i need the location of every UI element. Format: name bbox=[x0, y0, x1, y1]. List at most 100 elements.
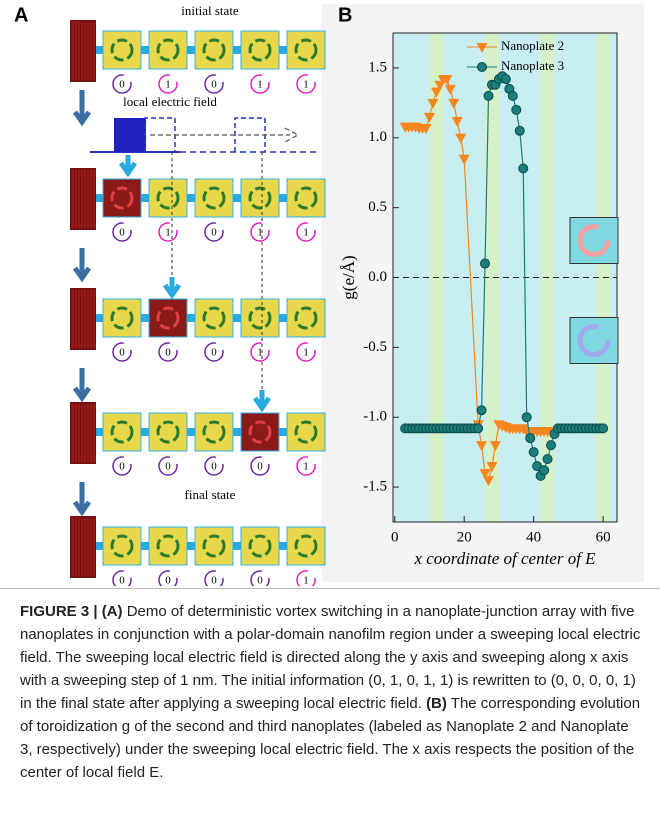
caption: FIGURE 3 | (A) Demo of deterministic vor… bbox=[20, 600, 644, 784]
nanoplate bbox=[287, 179, 325, 217]
data-point bbox=[519, 164, 528, 173]
polar-domain bbox=[70, 20, 96, 82]
x-tick-label: 40 bbox=[526, 529, 541, 545]
step-arrow bbox=[75, 482, 89, 512]
legend-label: Nanoplate 2 bbox=[501, 38, 564, 53]
nanoplate bbox=[103, 179, 141, 217]
panel-label: A bbox=[14, 4, 28, 26]
state-label: initial state bbox=[181, 3, 239, 18]
data-point bbox=[484, 91, 493, 100]
nanoplate bbox=[195, 299, 233, 337]
page: A B 0101101011000110000100001initial sta… bbox=[0, 0, 660, 839]
data-point bbox=[501, 75, 510, 84]
polar-domain bbox=[70, 288, 96, 350]
polar-domain bbox=[70, 402, 96, 464]
x-tick-label: 60 bbox=[596, 529, 611, 545]
panel-label: B bbox=[338, 4, 352, 26]
x-axis-label: x coordinate of center of E bbox=[413, 549, 596, 568]
step-arrow bbox=[75, 90, 89, 122]
bit-label: 0 bbox=[119, 461, 125, 473]
data-point bbox=[543, 455, 552, 464]
bit-label: 0 bbox=[165, 347, 171, 359]
y-tick-label: 0.0 bbox=[368, 269, 387, 285]
polar-domain bbox=[70, 168, 96, 230]
y-tick-label: 0.5 bbox=[368, 199, 387, 215]
bit-label: 1 bbox=[303, 227, 309, 239]
bit-label: 0 bbox=[119, 575, 125, 586]
bit-label: 0 bbox=[211, 347, 217, 359]
field-label: local electric field bbox=[123, 94, 217, 109]
bit-label: 0 bbox=[119, 79, 125, 91]
data-point bbox=[477, 406, 486, 415]
data-point bbox=[599, 424, 608, 433]
bit-label: 0 bbox=[257, 575, 263, 586]
nanoplate bbox=[149, 31, 187, 69]
data-point bbox=[526, 434, 535, 443]
data-point bbox=[512, 105, 521, 114]
caption-text: (B) bbox=[426, 695, 447, 712]
nanoplate bbox=[287, 413, 325, 451]
y-axis-label: g(e/Å) bbox=[339, 255, 358, 299]
field-arrow bbox=[165, 277, 179, 295]
bit-label: 0 bbox=[257, 461, 263, 473]
caption-text: FIGURE 3 | (A) bbox=[20, 603, 123, 620]
data-point bbox=[540, 466, 549, 475]
nanoplate bbox=[195, 527, 233, 565]
data-point bbox=[508, 91, 517, 100]
bit-label: 1 bbox=[165, 227, 171, 239]
nanoplate bbox=[103, 299, 141, 337]
bit-label: 0 bbox=[211, 227, 217, 239]
divider bbox=[0, 588, 660, 589]
bit-label: 0 bbox=[211, 79, 217, 91]
step-arrow bbox=[75, 248, 89, 278]
nanoplate bbox=[149, 527, 187, 565]
state-label: final state bbox=[185, 487, 236, 502]
nanoplate bbox=[287, 527, 325, 565]
bit-label: 1 bbox=[303, 575, 309, 586]
bit-label: 0 bbox=[119, 227, 125, 239]
bit-label: 1 bbox=[303, 461, 309, 473]
nanoplate bbox=[149, 179, 187, 217]
data-point bbox=[474, 424, 483, 433]
bit-label: 1 bbox=[303, 79, 309, 91]
nanoplate bbox=[241, 527, 279, 565]
data-point bbox=[529, 448, 538, 457]
nanoplate bbox=[103, 527, 141, 565]
bit-label: 1 bbox=[165, 79, 171, 91]
nanoplate bbox=[103, 31, 141, 69]
bit-label: 0 bbox=[211, 461, 217, 473]
bit-label: 0 bbox=[211, 575, 217, 586]
field-arrow bbox=[121, 155, 135, 173]
data-point bbox=[522, 413, 531, 422]
bit-label: 0 bbox=[165, 461, 171, 473]
y-tick-label: -0.5 bbox=[363, 339, 387, 355]
nanoplate bbox=[241, 179, 279, 217]
nanoplate bbox=[287, 299, 325, 337]
polar-domain bbox=[70, 516, 96, 578]
bit-label: 1 bbox=[257, 79, 263, 91]
legend-marker bbox=[478, 63, 487, 72]
field-pulse bbox=[114, 118, 146, 152]
nanoplate bbox=[195, 179, 233, 217]
nanoplate bbox=[149, 413, 187, 451]
step-arrow bbox=[75, 368, 89, 398]
x-tick-label: 20 bbox=[457, 529, 472, 545]
nanoplate bbox=[195, 413, 233, 451]
x-tick-label: 0 bbox=[391, 529, 399, 545]
y-tick-label: -1.5 bbox=[363, 479, 387, 495]
y-tick-label: 1.5 bbox=[368, 59, 387, 75]
nanoplate bbox=[241, 299, 279, 337]
nanoplate bbox=[241, 31, 279, 69]
nanoplate bbox=[241, 413, 279, 451]
y-tick-label: 1.0 bbox=[368, 129, 387, 145]
nanoplate bbox=[287, 31, 325, 69]
bit-label: 1 bbox=[303, 347, 309, 359]
sweep-arrow bbox=[150, 128, 298, 142]
bit-label: 0 bbox=[119, 347, 125, 359]
nanoplate bbox=[149, 299, 187, 337]
nanoplate bbox=[103, 413, 141, 451]
bit-label: 0 bbox=[165, 575, 171, 586]
nanoplate bbox=[195, 31, 233, 69]
data-point bbox=[481, 259, 490, 268]
